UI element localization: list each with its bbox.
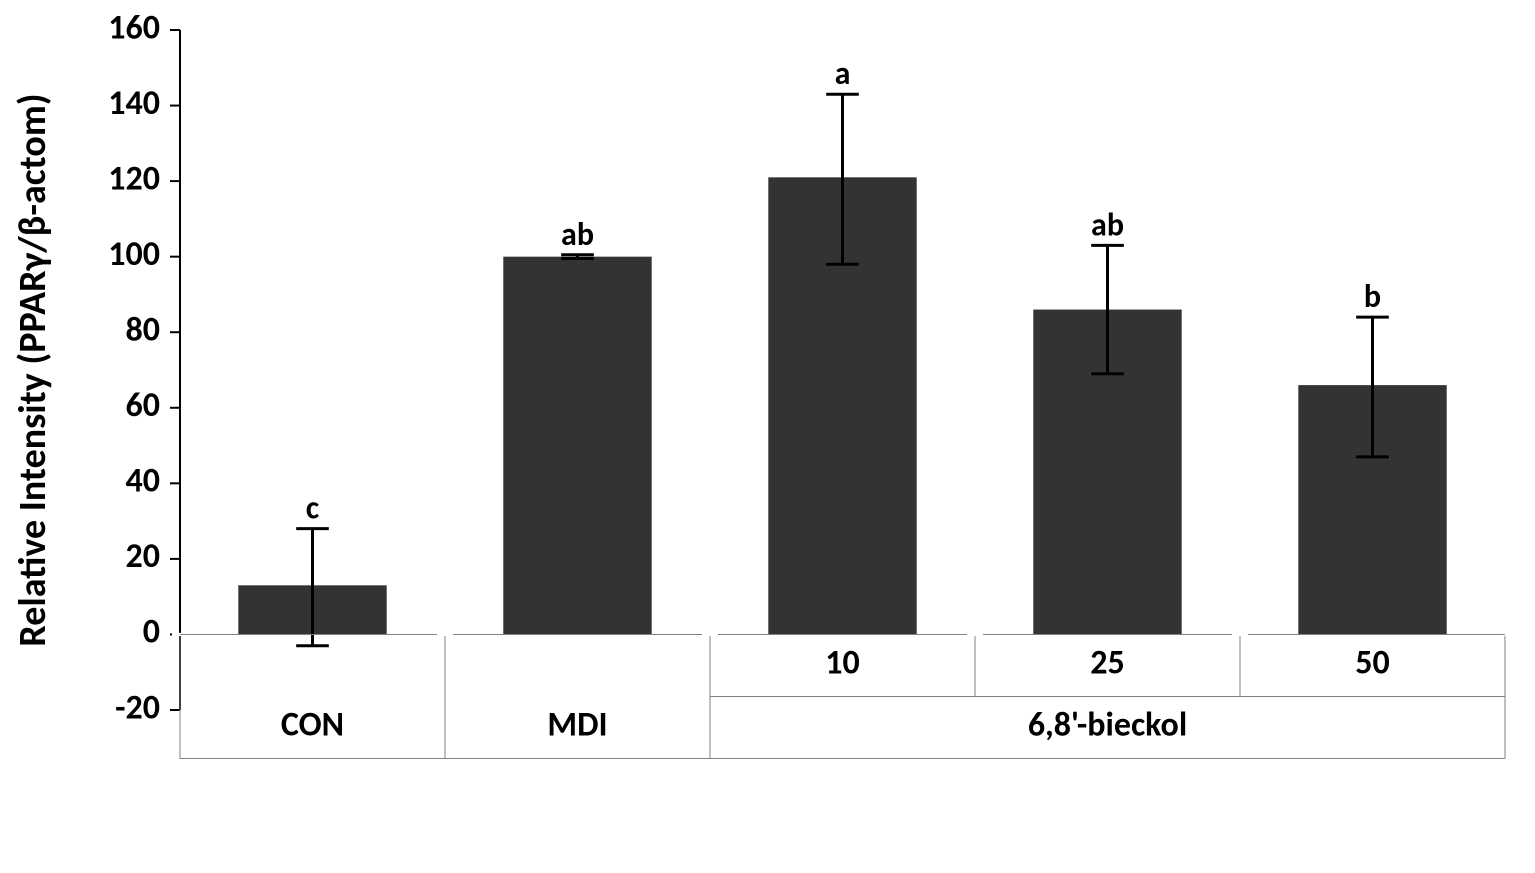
significance-label: ab	[1091, 205, 1124, 244]
y-tick-label: 80	[126, 309, 160, 350]
significance-label: ab	[561, 215, 594, 254]
x-dose-label: 25	[1090, 643, 1124, 684]
y-tick-label: -20	[115, 687, 160, 728]
y-tick-label: 60	[126, 385, 160, 426]
y-tick-label: 40	[126, 461, 160, 502]
x-group-label: CON	[281, 705, 344, 746]
y-tick-label: 140	[108, 83, 160, 124]
chart-container: -20 0 20 40 60 80 100 120 140 160 Relative Intensi…	[0, 0, 1535, 873]
y-tick-label: 0	[143, 612, 160, 653]
y-tick-label: 160	[108, 7, 160, 48]
x-dose-label: 50	[1355, 643, 1389, 684]
y-axis-label: Relative Intensity (PPARγ/β-actom)	[10, 93, 56, 646]
x-group-label: 6,8'-bieckol	[1028, 705, 1187, 746]
bar-chart: -20 0 20 40 60 80 100 120 140 160 Relative Intensi…	[0, 0, 1535, 873]
y-tick-label: 100	[108, 234, 160, 275]
y-tick-label: 20	[126, 536, 160, 577]
significance-label: b	[1364, 277, 1381, 316]
x-group-label: MDI	[547, 705, 607, 746]
bar	[503, 257, 651, 635]
y-tick-label: 120	[108, 158, 160, 199]
significance-label: a	[835, 54, 851, 93]
significance-label: c	[306, 489, 320, 528]
x-dose-label: 10	[825, 643, 859, 684]
